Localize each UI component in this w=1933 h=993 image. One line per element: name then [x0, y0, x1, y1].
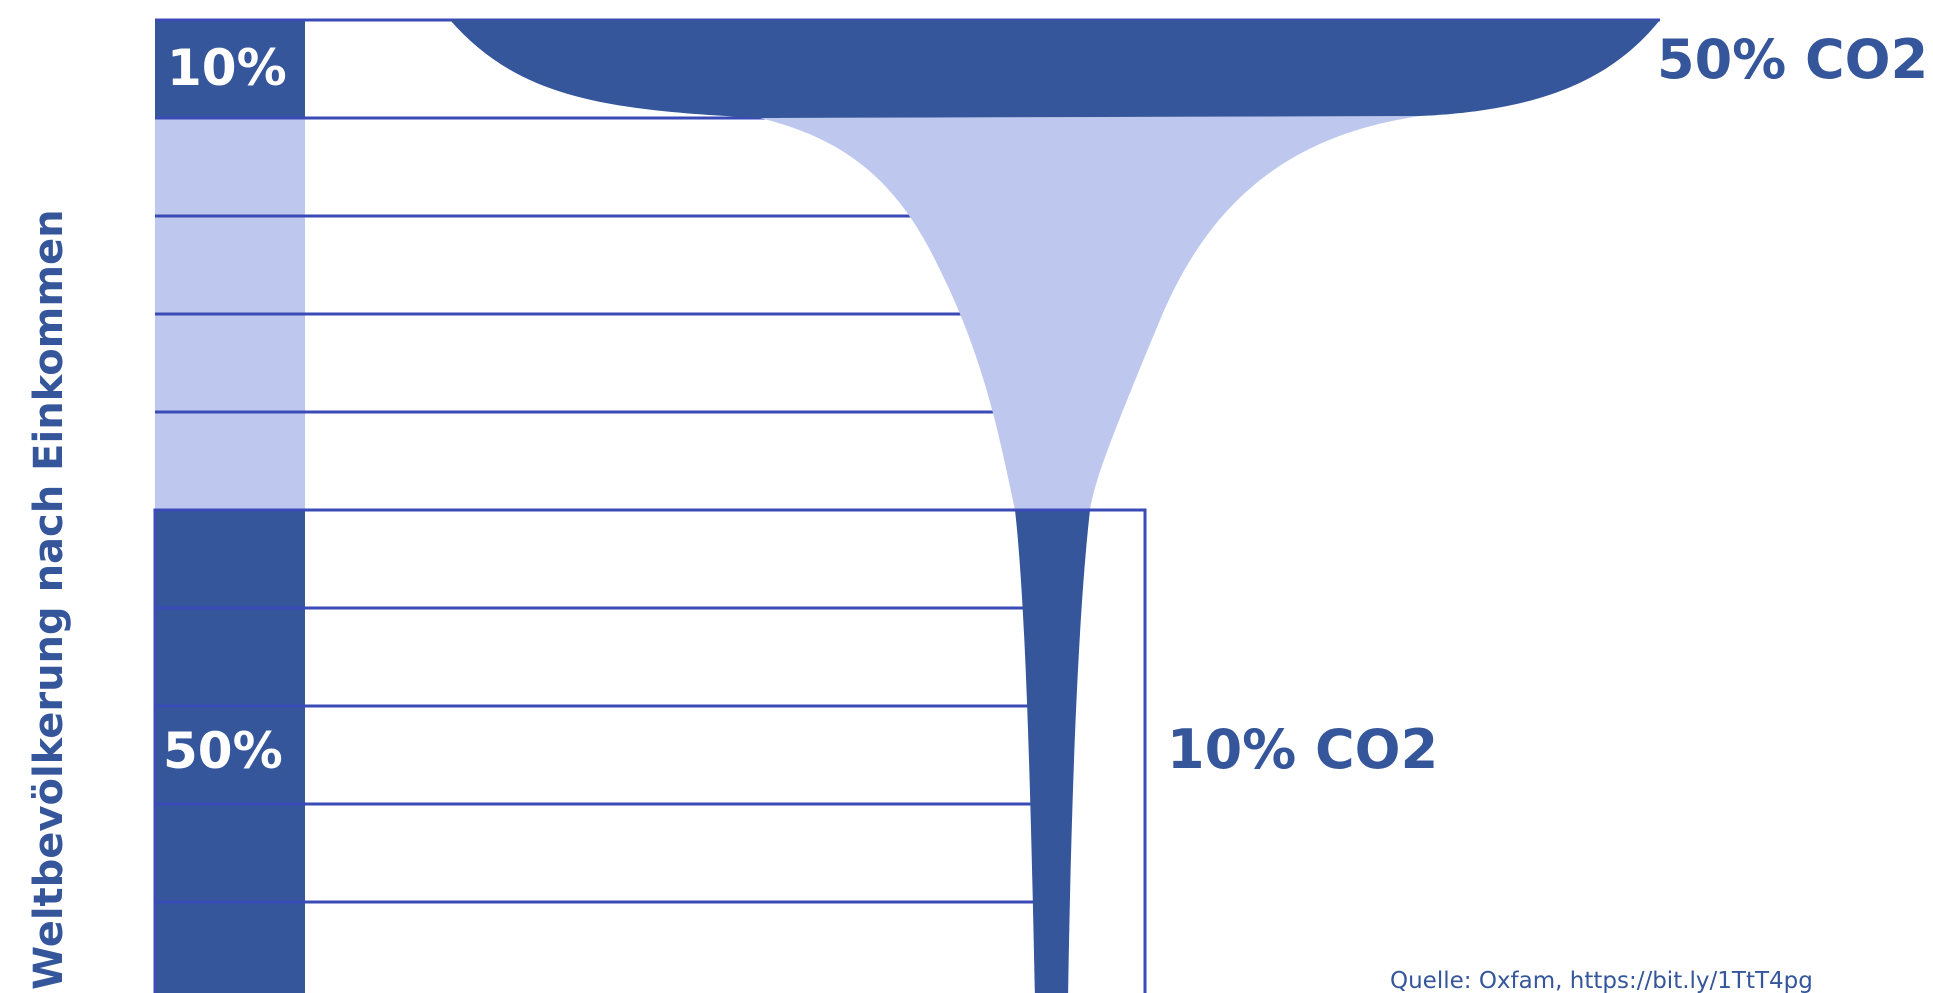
label-co2-top: 50% CO2 — [1657, 28, 1928, 91]
funnel-top-10-percent — [450, 20, 1660, 118]
source-note: Quelle: Oxfam, https://bit.ly/1TtT4pg — [1390, 968, 1813, 993]
funnel-bottom-50-percent — [1015, 510, 1090, 993]
column-segment-top-10 — [155, 20, 305, 118]
label-top-10-percent: 10% — [167, 39, 287, 97]
column-segment-bottom-50 — [155, 510, 305, 993]
y-axis-label: Weltbevölkerung nach Einkommen — [26, 209, 72, 990]
label-co2-bottom: 10% CO2 — [1167, 718, 1438, 781]
bottom-50-percent-frame — [153, 508, 1147, 993]
funnel-middle-40-percent — [760, 116, 1420, 510]
population-column — [155, 20, 305, 993]
label-bottom-50-percent: 50% — [163, 722, 283, 780]
